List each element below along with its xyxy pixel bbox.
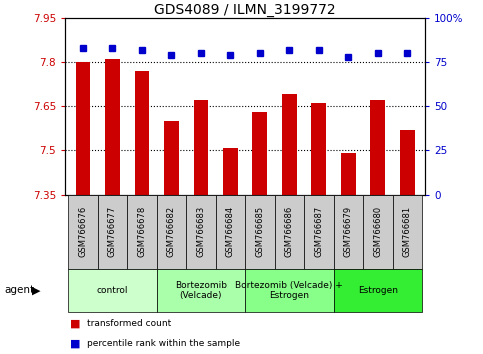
Bar — [312, 103, 326, 195]
Bar — [186, 195, 215, 269]
Text: Bortezomib
(Velcade): Bortezomib (Velcade) — [175, 281, 227, 300]
Text: GSM766682: GSM766682 — [167, 206, 176, 257]
Bar — [156, 195, 186, 269]
Bar — [341, 153, 355, 195]
Bar — [105, 59, 120, 195]
Bar — [275, 195, 304, 269]
Bar — [127, 195, 156, 269]
Text: ■: ■ — [70, 338, 81, 348]
Bar — [164, 121, 179, 195]
Bar — [334, 195, 363, 269]
Text: GSM766680: GSM766680 — [373, 206, 383, 257]
Text: GSM766684: GSM766684 — [226, 206, 235, 257]
Text: GSM766676: GSM766676 — [78, 206, 87, 257]
Bar — [215, 195, 245, 269]
Text: GSM766686: GSM766686 — [285, 206, 294, 257]
Bar — [334, 269, 422, 312]
Bar — [393, 195, 422, 269]
Text: GSM766685: GSM766685 — [256, 206, 264, 257]
Bar — [245, 195, 275, 269]
Bar — [363, 195, 393, 269]
Bar — [68, 195, 98, 269]
Text: Bortezomib (Velcade) +
Estrogen: Bortezomib (Velcade) + Estrogen — [236, 281, 343, 300]
Bar — [75, 62, 90, 195]
Bar — [304, 195, 334, 269]
Bar — [253, 112, 267, 195]
Text: control: control — [97, 286, 128, 295]
Bar — [135, 71, 149, 195]
Text: GSM766677: GSM766677 — [108, 206, 117, 257]
Text: ■: ■ — [70, 319, 81, 329]
Bar — [370, 100, 385, 195]
Bar — [194, 100, 208, 195]
Text: percentile rank within the sample: percentile rank within the sample — [87, 339, 240, 348]
Bar — [156, 269, 245, 312]
Text: GSM766679: GSM766679 — [344, 206, 353, 257]
Text: agent: agent — [5, 285, 35, 295]
Bar — [98, 195, 127, 269]
Text: Estrogen: Estrogen — [358, 286, 398, 295]
Bar — [282, 95, 297, 195]
Text: transformed count: transformed count — [87, 319, 171, 329]
Text: GSM766687: GSM766687 — [314, 206, 323, 257]
Bar — [245, 269, 334, 312]
Title: GDS4089 / ILMN_3199772: GDS4089 / ILMN_3199772 — [154, 3, 336, 17]
Bar — [400, 130, 415, 195]
Text: ▶: ▶ — [32, 285, 41, 295]
Text: GSM766681: GSM766681 — [403, 206, 412, 257]
Text: GSM766683: GSM766683 — [197, 206, 205, 257]
Bar — [68, 269, 156, 312]
Text: GSM766678: GSM766678 — [137, 206, 146, 257]
Bar — [223, 148, 238, 195]
